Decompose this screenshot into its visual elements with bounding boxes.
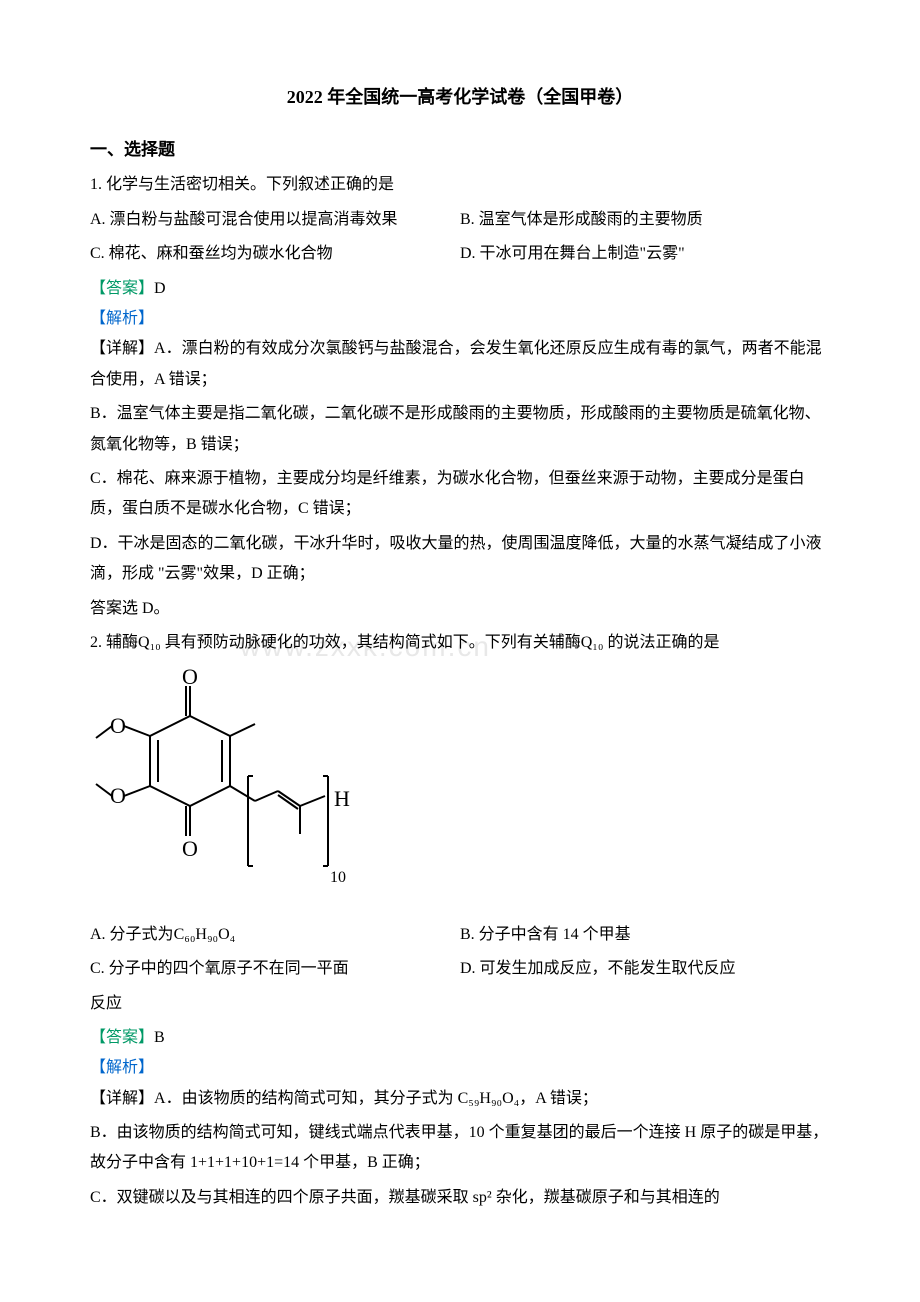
- q2-option-b: B. 分子中含有 14 个甲基: [460, 920, 830, 950]
- q1-detail-a-text: A．漂白粉的有效成分次氯酸钙与盐酸混合，会发生氧化还原反应生成有毒的氯气，两者不…: [90, 340, 822, 387]
- q1-text: 化学与生活密切相关。下列叙述正确的是: [106, 176, 394, 193]
- q1-option-b: B. 温室气体是形成酸雨的主要物质: [460, 205, 830, 235]
- q2-options-row-1: A. 分子式为C₆₀H₉₀O₄ B. 分子中含有 14 个甲基: [90, 920, 830, 950]
- q2-number: 2.: [90, 634, 106, 651]
- q2-text-pre: 辅酶: [106, 634, 138, 651]
- q1-answer-line: 【答案】D: [90, 274, 830, 304]
- oxygen-top-label: O: [182, 666, 198, 689]
- q2-detail-a: 【详解】A．由该物质的结构简式可知，其分子式为 C₅₉H₉₀O₄，A 错误；: [90, 1084, 830, 1114]
- q1-option-c: C. 棉花、麻和蚕丝均为碳水化合物: [90, 239, 460, 269]
- q1-detail-d: D．干冰是固态的二氧化碳，干冰升华时，吸收大量的热，使周围温度降低，大量的水蒸气…: [90, 529, 830, 590]
- q2-answer-line: 【答案】B: [90, 1023, 830, 1053]
- q2-option-c: C. 分子中的四个氧原子不在同一平面: [90, 954, 460, 984]
- q2-analysis-label: 【解析】: [90, 1053, 830, 1083]
- q2-text-post: 的说法正确的是: [603, 634, 719, 651]
- q2-optA-pre: A. 分子式为: [90, 926, 174, 943]
- q1-detail-b: B．温室气体主要是指二氧化碳，二氧化碳不是形成酸雨的主要物质，形成酸雨的主要物质…: [90, 399, 830, 460]
- q1-analysis-label: 【解析】: [90, 304, 830, 334]
- detail-label-2: 【详解】: [90, 1090, 154, 1107]
- q1-detail-c: C．棉花、麻来源于植物，主要成分均是纤维素，为碳水化合物，但蚕丝来源于动物，主要…: [90, 464, 830, 525]
- q2-option-a: A. 分子式为C₆₀H₉₀O₄: [90, 920, 460, 950]
- repeat-subscript: 10: [330, 869, 346, 886]
- section-heading: 一、选择题: [90, 134, 830, 166]
- q1-options-row-1: A. 漂白粉与盐酸可混合使用以提高消毒效果 B. 温室气体是形成酸雨的主要物质: [90, 205, 830, 235]
- q1-detail-a: 【详解】A．漂白粉的有效成分次氯酸钙与盐酸混合，会发生氧化还原反应生成有毒的氯气…: [90, 334, 830, 395]
- q1-answer-value: D: [154, 280, 166, 297]
- q2-detail-b: B．由该物质的结构简式可知，键线式端点代表甲基，10 个重复基团的最后一个连接 …: [90, 1118, 830, 1179]
- oxygen-left-bottom-label: O: [110, 783, 126, 808]
- q2-stem: 2. 辅酶Q₁₀ 具有预防动脉硬化的功效，其结构简式如下。下列有关辅酶Q₁₀ 的…: [90, 628, 830, 658]
- answer-label: 【答案】: [90, 280, 154, 297]
- q2-options-row-2: C. 分子中的四个氧原子不在同一平面 D. 可发生加成反应，不能发生取代反应: [90, 954, 830, 984]
- q1-conclusion: 答案选 D。: [90, 594, 830, 624]
- q1-options-row-2: C. 棉花、麻和蚕丝均为碳水化合物 D. 干冰可用在舞台上制造"云雾": [90, 239, 830, 269]
- chemical-structure-diagram: O O O O H 10: [90, 666, 830, 907]
- q2-sub-1: Q₁₀: [138, 634, 161, 651]
- oxygen-bottom-label: O: [182, 836, 198, 861]
- answer-label-2: 【答案】: [90, 1029, 154, 1046]
- oxygen-left-top-label: O: [110, 713, 126, 738]
- exam-title: 2022 年全国统一高考化学试卷（全国甲卷）: [90, 80, 830, 114]
- q2-answer-value: B: [154, 1029, 165, 1046]
- q2-optA-formula: C₆₀H₉₀O₄: [174, 926, 236, 943]
- q1-option-a: A. 漂白粉与盐酸可混合使用以提高消毒效果: [90, 205, 460, 235]
- q1-option-d: D. 干冰可用在舞台上制造"云雾": [460, 239, 830, 269]
- q1-number: 1.: [90, 176, 106, 193]
- q2-detail-a-text: A．由该物质的结构简式可知，其分子式为 C₅₉H₉₀O₄，A 错误；: [154, 1090, 598, 1107]
- q1-stem: 1. 化学与生活密切相关。下列叙述正确的是: [90, 170, 830, 200]
- q2-sub-2: Q₁₀: [581, 634, 604, 651]
- q2-text-mid: 具有预防动脉硬化的功效，其结构简式如下。下列有关辅酶: [161, 634, 581, 651]
- q2-option-d-cont: 反应: [90, 989, 830, 1019]
- hydrogen-label: H: [334, 786, 350, 811]
- q2-detail-c: C．双键碳以及与其相连的四个原子共面，羰基碳采取 sp² 杂化，羰基碳原子和与其…: [90, 1183, 830, 1213]
- q2-option-d: D. 可发生加成反应，不能发生取代反应: [460, 954, 830, 984]
- detail-label: 【详解】: [90, 340, 154, 357]
